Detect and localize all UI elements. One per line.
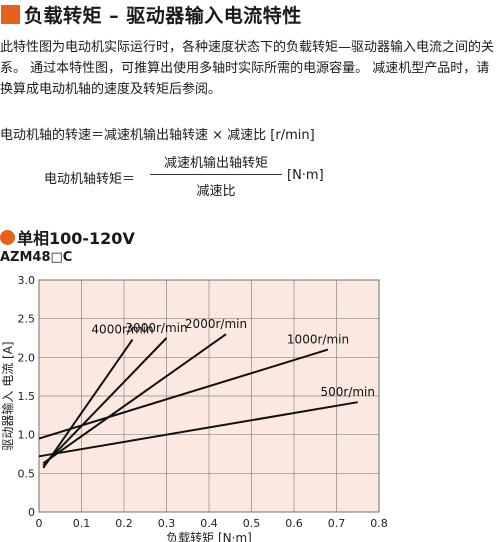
- x-tick-label: 0.6: [285, 517, 303, 530]
- series-line: [42, 338, 134, 469]
- series-line: [42, 337, 168, 467]
- voltage-section-heading: 单相100-120V: [0, 227, 135, 248]
- y-tick-label: 2.5: [18, 313, 36, 326]
- torque-formula-left: 电动机轴转矩＝: [44, 172, 136, 187]
- model-label: AZM48□C: [0, 250, 73, 265]
- torque-formula-denominator: 减速比: [196, 184, 236, 199]
- y-axis-label: 驱动器输入 电流 [A]: [0, 341, 15, 450]
- x-tick-label: 0.7: [328, 517, 346, 530]
- series-label: 500r/min: [320, 385, 375, 399]
- series-label: 3000r/min: [125, 321, 187, 335]
- x-tick-label: 0.4: [200, 517, 218, 530]
- series-label: 2000r/min: [185, 317, 247, 331]
- page-title: 负载转矩 – 驱动器输入电流特性: [24, 4, 302, 27]
- series-label: 4000r/min: [91, 323, 153, 337]
- description-paragraph: 此特性图为电动机实际运行时，各种速度状态下的负载转矩—驱动器输入电流之间的关系。…: [0, 40, 495, 97]
- y-tick-label: 2.0: [18, 351, 36, 364]
- x-tick-label: 0.2: [115, 517, 133, 530]
- series-line: [38, 401, 358, 458]
- x-tick-label: 0.1: [73, 517, 91, 530]
- x-axis-label: 负载转矩 [N·m]: [166, 530, 252, 542]
- y-tick-label: 0.5: [18, 467, 36, 480]
- torque-formula-unit: [N·m]: [287, 168, 324, 183]
- series-line: [38, 348, 329, 440]
- speed-formula: 电动机轴的转速＝减速机输出轴转速 × 减速比 [r/min]: [0, 128, 315, 143]
- orange-square-icon: [1, 4, 20, 24]
- tick-labels: 0 0.1 0.2 0.3 0.4 0.5 0.6 0.7 0.8 0 0.5 1.0 1.5 2.0 2.…: [18, 274, 388, 530]
- x-tick-label: 0: [36, 517, 43, 530]
- x-tick-label: 0.3: [158, 517, 176, 530]
- orange-circle-icon: [0, 229, 15, 245]
- voltage-section-title: 单相100-120V: [17, 229, 135, 248]
- x-tick-label: 0.8: [370, 517, 388, 530]
- fraction-bar: [150, 174, 282, 175]
- grid-lines: [38, 279, 380, 513]
- y-tick-label: 0: [28, 506, 35, 519]
- x-tick-label: 0.5: [243, 517, 261, 530]
- y-tick-label: 1.0: [18, 429, 36, 442]
- series-line: [42, 333, 227, 465]
- y-tick-label: 3.0: [18, 274, 36, 287]
- section-heading: 负载转矩 – 驱动器输入电流特性: [0, 1, 302, 27]
- torque-formula-numerator: 减速机输出轴转矩: [163, 156, 268, 171]
- series-label: 1000r/min: [287, 333, 349, 347]
- y-tick-label: 1.5: [18, 390, 36, 403]
